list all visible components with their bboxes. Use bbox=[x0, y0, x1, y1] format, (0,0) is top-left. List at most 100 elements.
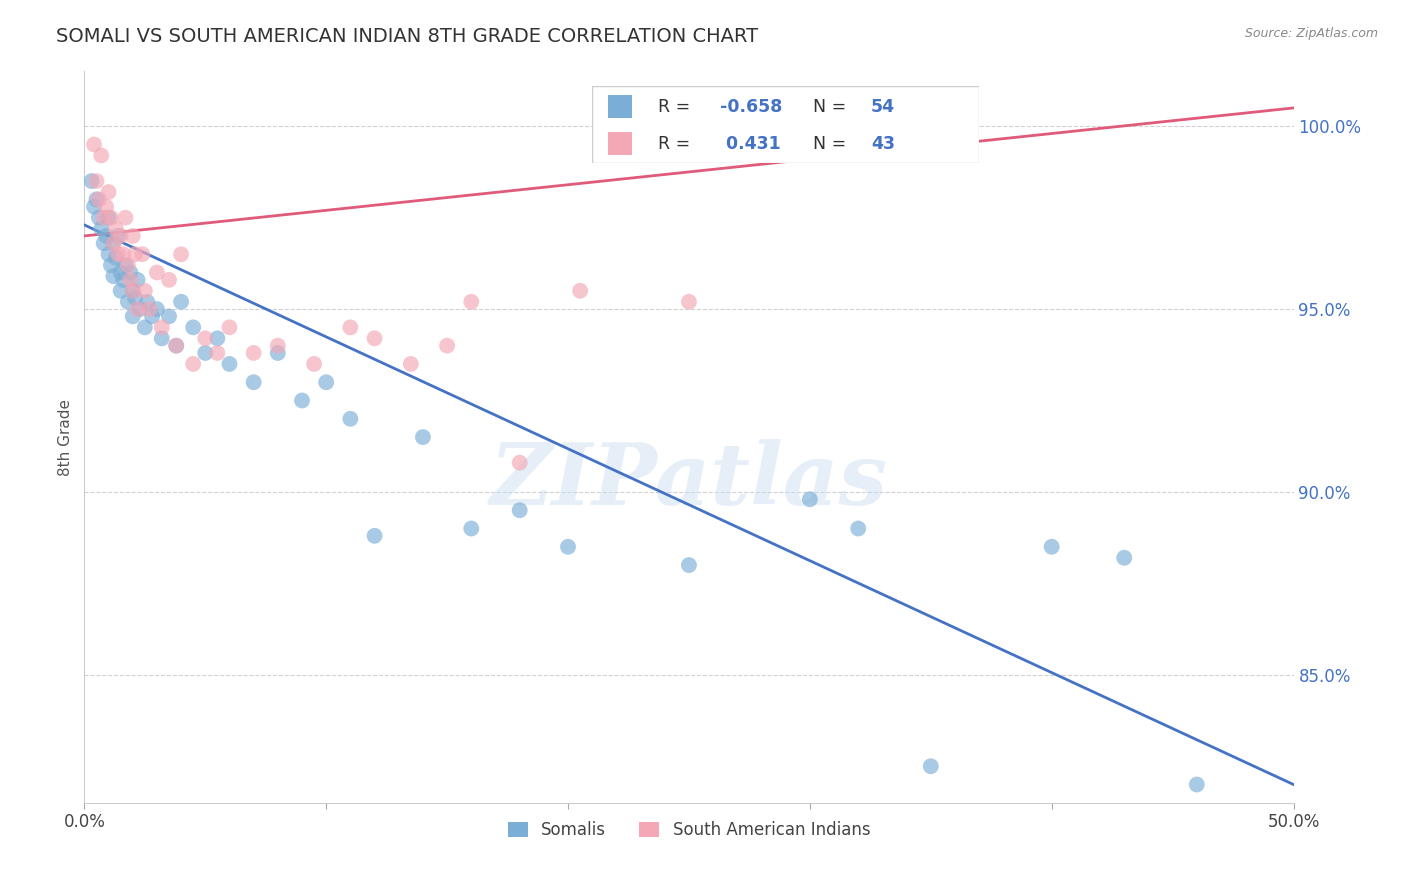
Point bbox=[80, 174, 103, 188]
Point bbox=[134, 320, 156, 334]
Point bbox=[242, 376, 264, 390]
Point bbox=[138, 302, 160, 317]
Point bbox=[121, 284, 143, 298]
Point bbox=[100, 211, 122, 225]
Point bbox=[114, 258, 136, 272]
Point bbox=[194, 331, 217, 345]
Point bbox=[107, 247, 129, 261]
Point bbox=[107, 229, 129, 244]
Point bbox=[97, 185, 120, 199]
Point bbox=[104, 251, 127, 265]
Point bbox=[83, 137, 105, 152]
Point bbox=[93, 236, 115, 251]
Point bbox=[157, 310, 180, 324]
Point bbox=[90, 148, 112, 162]
Point bbox=[207, 331, 229, 345]
Point bbox=[157, 273, 180, 287]
Point bbox=[1040, 540, 1063, 554]
Point bbox=[207, 346, 229, 360]
Point bbox=[87, 211, 110, 225]
Point bbox=[146, 302, 169, 317]
Point bbox=[97, 211, 120, 225]
Point bbox=[110, 229, 132, 244]
Point bbox=[509, 456, 531, 470]
Point bbox=[170, 294, 193, 309]
Point bbox=[165, 339, 187, 353]
Point bbox=[218, 320, 240, 334]
Point bbox=[121, 229, 143, 244]
Point bbox=[181, 320, 204, 334]
Point bbox=[557, 540, 579, 554]
Point bbox=[267, 339, 290, 353]
Point bbox=[100, 258, 122, 272]
Point bbox=[86, 174, 108, 188]
Point bbox=[94, 229, 117, 244]
Point bbox=[412, 430, 434, 444]
Point bbox=[141, 310, 163, 324]
Point bbox=[678, 558, 700, 573]
Point bbox=[218, 357, 240, 371]
Point bbox=[363, 331, 385, 345]
Point bbox=[170, 247, 193, 261]
Legend: Somalis, South American Indians: Somalis, South American Indians bbox=[501, 814, 877, 846]
Point bbox=[129, 302, 152, 317]
Point bbox=[104, 221, 127, 235]
Point bbox=[124, 291, 146, 305]
Point bbox=[121, 284, 143, 298]
Point bbox=[363, 529, 385, 543]
Point bbox=[799, 492, 821, 507]
Y-axis label: 8th Grade: 8th Grade bbox=[58, 399, 73, 475]
Point bbox=[460, 522, 482, 536]
Point bbox=[920, 759, 942, 773]
Point bbox=[117, 294, 139, 309]
Point bbox=[93, 211, 115, 225]
Point bbox=[121, 310, 143, 324]
Point bbox=[267, 346, 290, 360]
Point bbox=[97, 247, 120, 261]
Point bbox=[124, 247, 146, 261]
Point bbox=[120, 273, 142, 287]
Point bbox=[112, 247, 135, 261]
Point bbox=[110, 266, 132, 280]
Point bbox=[83, 200, 105, 214]
Text: SOMALI VS SOUTH AMERICAN INDIAN 8TH GRADE CORRELATION CHART: SOMALI VS SOUTH AMERICAN INDIAN 8TH GRAD… bbox=[56, 27, 758, 45]
Point bbox=[399, 357, 422, 371]
Point bbox=[103, 236, 125, 251]
Point bbox=[1185, 778, 1208, 792]
Point bbox=[509, 503, 531, 517]
Point bbox=[146, 266, 169, 280]
Point bbox=[90, 221, 112, 235]
Point bbox=[678, 294, 700, 309]
Point bbox=[194, 346, 217, 360]
Point bbox=[291, 393, 314, 408]
Point bbox=[846, 522, 869, 536]
Point bbox=[103, 236, 125, 251]
Point bbox=[150, 331, 173, 345]
Point bbox=[302, 357, 325, 371]
Point bbox=[120, 266, 142, 280]
Point bbox=[103, 269, 125, 284]
Point bbox=[1114, 550, 1136, 565]
Point bbox=[86, 193, 108, 207]
Point bbox=[131, 247, 153, 261]
Point bbox=[136, 294, 159, 309]
Point bbox=[112, 273, 135, 287]
Point bbox=[165, 339, 187, 353]
Point bbox=[242, 346, 264, 360]
Point bbox=[87, 193, 110, 207]
Point bbox=[436, 339, 458, 353]
Text: ZIPatlas: ZIPatlas bbox=[489, 439, 889, 523]
Point bbox=[114, 211, 136, 225]
Point bbox=[127, 273, 149, 287]
Text: Source: ZipAtlas.com: Source: ZipAtlas.com bbox=[1244, 27, 1378, 40]
Point bbox=[117, 258, 139, 272]
Point bbox=[134, 284, 156, 298]
Point bbox=[127, 302, 149, 317]
Point bbox=[315, 376, 337, 390]
Point bbox=[339, 412, 361, 426]
Point bbox=[94, 200, 117, 214]
Point bbox=[150, 320, 173, 334]
Point bbox=[460, 294, 482, 309]
Point bbox=[339, 320, 361, 334]
Point bbox=[569, 284, 592, 298]
